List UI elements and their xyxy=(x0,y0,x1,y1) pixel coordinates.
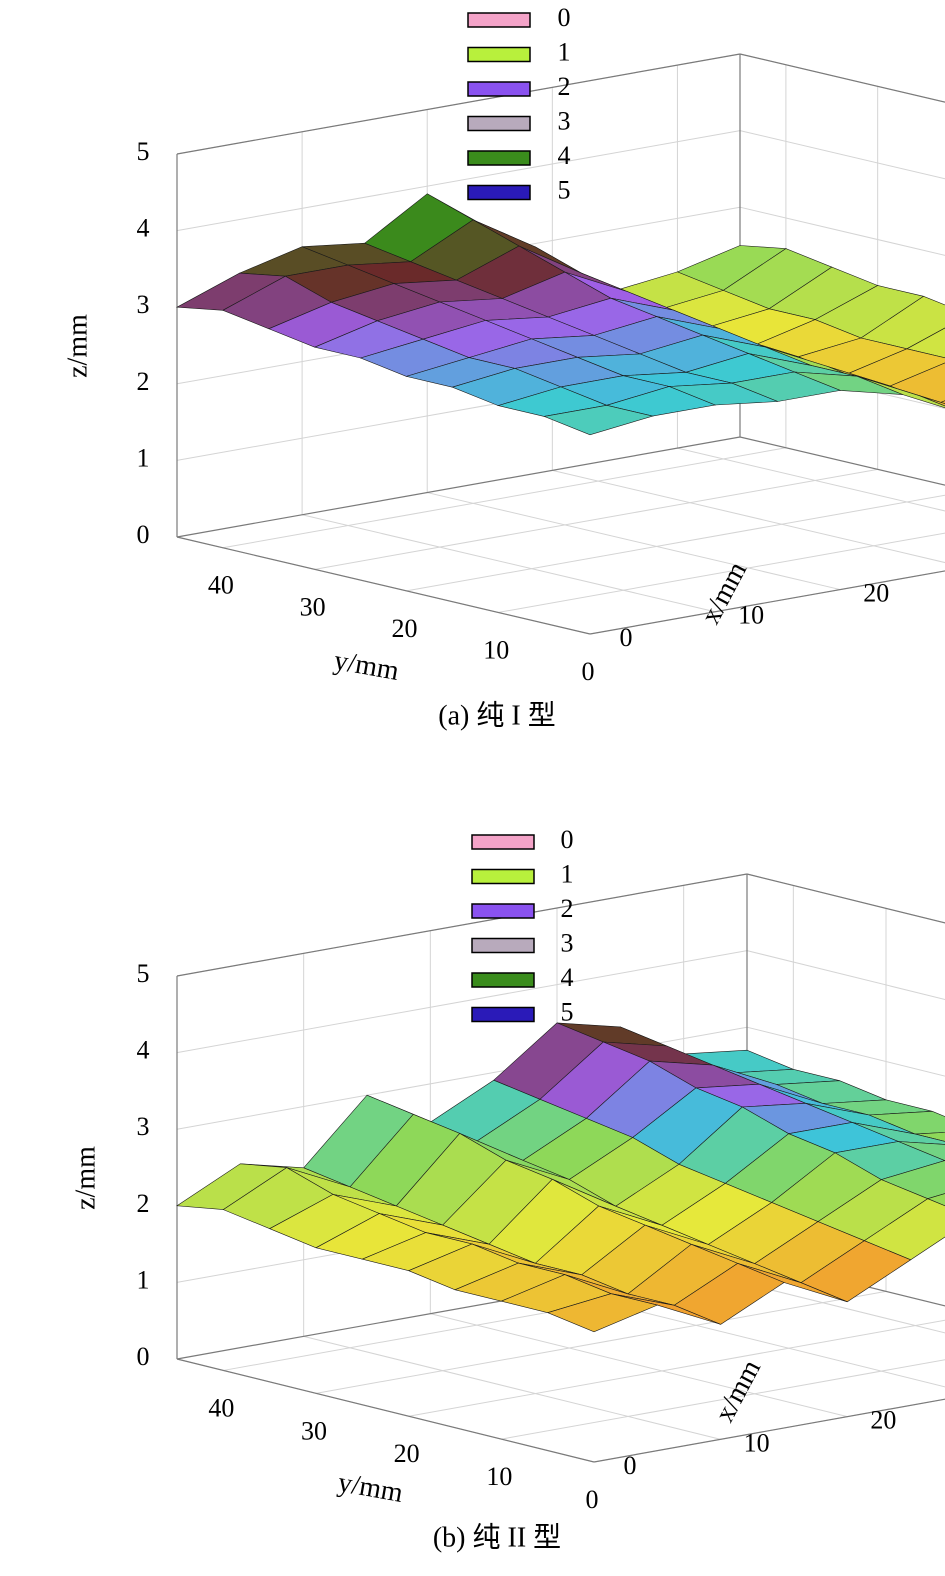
legend-label: 1 xyxy=(561,859,574,888)
legend-swatch xyxy=(468,82,530,96)
legend-label: 1 xyxy=(558,37,571,66)
figure-caption: (b) 纯 II 型 xyxy=(433,1521,561,1553)
floor-grid-line xyxy=(552,470,945,567)
z-axis-label: z/mm xyxy=(70,1146,101,1210)
legend-label: 4 xyxy=(558,141,571,170)
axis-edge xyxy=(177,54,740,154)
legend-label: 2 xyxy=(561,894,574,923)
surface-mesh xyxy=(177,194,945,435)
legend-label: 2 xyxy=(558,72,571,101)
z-axis-label: z/mm xyxy=(62,314,93,378)
y-tick-label: 20 xyxy=(394,1439,420,1468)
y-tick-label: 20 xyxy=(391,614,417,643)
floor-grid-line xyxy=(409,1314,945,1416)
z-tick-label: 5 xyxy=(137,137,150,166)
y-axis-label: y/mm xyxy=(331,645,401,687)
x-tick-label: 20 xyxy=(870,1406,896,1435)
legend-label: 3 xyxy=(558,106,571,135)
axis-edge xyxy=(177,1359,594,1462)
axis-edge xyxy=(177,437,740,537)
legend-swatch xyxy=(468,151,530,165)
y-tick-label: 10 xyxy=(483,635,509,664)
x-tick-label: 0 xyxy=(620,623,633,652)
legend-swatch xyxy=(468,13,530,27)
surface-mesh xyxy=(177,1023,945,1332)
axis-edge xyxy=(740,437,945,534)
x-tick-label: 10 xyxy=(744,1428,770,1457)
wall-grid-line xyxy=(747,874,945,977)
surface-chart-b: 012345403020100010203040z/mmy/mmx/mm0123… xyxy=(70,825,945,1553)
z-tick-label: 4 xyxy=(137,1036,150,1065)
z-tick-label: 1 xyxy=(137,443,150,472)
z-tick-label: 2 xyxy=(137,367,150,396)
floor-grid-line xyxy=(304,1336,721,1439)
legend-label: 3 xyxy=(561,928,574,957)
legend-label: 0 xyxy=(558,3,571,32)
legend-label: 0 xyxy=(561,825,574,854)
y-tick-label: 40 xyxy=(208,571,234,600)
floor-grid-line xyxy=(223,448,786,548)
legend: 0 1 2 3 4 5 xyxy=(472,825,574,1027)
wall-grid-line xyxy=(740,131,945,228)
wall-grid-line xyxy=(747,951,945,1054)
floor-grid-line xyxy=(427,493,840,590)
z-tick-label: 0 xyxy=(137,1342,150,1371)
legend-label: 5 xyxy=(561,997,574,1026)
legend-swatch xyxy=(472,1008,534,1022)
legend-swatch xyxy=(468,186,530,200)
z-tick-label: 2 xyxy=(137,1189,150,1218)
z-tick-label: 0 xyxy=(137,520,150,549)
y-tick-label: 40 xyxy=(208,1393,234,1422)
legend-label: 5 xyxy=(558,175,571,204)
axis-edge xyxy=(747,874,945,977)
y-tick-label: 0 xyxy=(586,1485,599,1514)
legend-swatch xyxy=(472,835,534,849)
legend-swatch xyxy=(472,870,534,884)
x-tick-label: 20 xyxy=(863,579,889,608)
y-tick-label: 10 xyxy=(486,1462,512,1491)
legend-swatch xyxy=(468,48,530,62)
y-tick-label: 30 xyxy=(300,592,326,621)
x-tick-label: 10 xyxy=(738,601,764,630)
floor-grid-line xyxy=(315,469,878,569)
figure-caption: (a) 纯 I 型 xyxy=(438,699,555,731)
axis-edge xyxy=(740,54,945,151)
legend: 0 1 2 3 4 5 xyxy=(468,3,571,205)
floor-grid-line xyxy=(677,448,945,545)
z-tick-label: 5 xyxy=(137,959,150,988)
legend-label: 4 xyxy=(561,963,574,992)
x-tick-label: 0 xyxy=(624,1451,637,1480)
z-tick-label: 3 xyxy=(137,1112,150,1141)
surface-chart-a: 012345403020100010203040z/mmy/mmx/mm0123… xyxy=(62,3,945,731)
y-tick-label: 0 xyxy=(582,657,595,686)
z-tick-label: 1 xyxy=(137,1265,150,1294)
legend-swatch xyxy=(472,939,534,953)
axis-edge xyxy=(177,874,747,976)
wall-grid-line xyxy=(740,54,945,151)
legend-swatch xyxy=(472,973,534,987)
x-axis-label: x/mm xyxy=(709,1355,767,1427)
floor-grid-line xyxy=(406,491,945,591)
z-tick-label: 3 xyxy=(137,290,150,319)
y-tick-label: 30 xyxy=(301,1416,327,1445)
z-tick-label: 4 xyxy=(137,214,150,243)
legend-swatch xyxy=(472,904,534,918)
y-axis-label: y/mm xyxy=(335,1467,405,1509)
wall-grid-line xyxy=(177,951,747,1053)
floor-grid-line xyxy=(302,515,715,612)
axis-edge xyxy=(177,537,590,634)
legend-swatch xyxy=(468,117,530,131)
